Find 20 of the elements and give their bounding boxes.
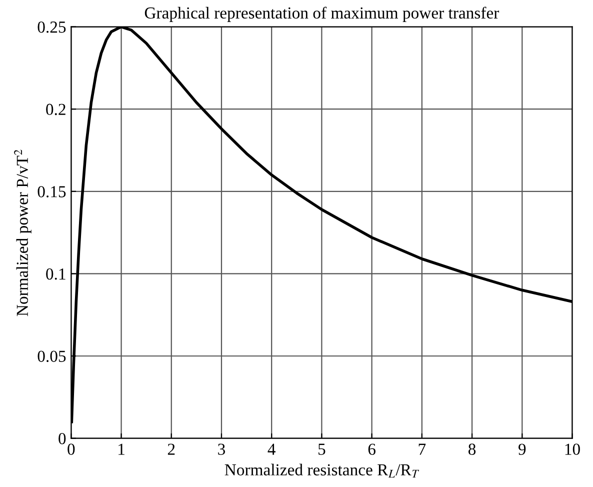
y-axis-title: Normalized power P/vT$^{2}$ (14, 150, 32, 316)
y-tick-label: 0.1 (46, 268, 66, 280)
x-tick-label: 2 (168, 444, 175, 455)
chart-title: Graphical representation of maximum power transfer (144, 6, 500, 22)
x-tick-label: 0 (68, 444, 75, 455)
x-tick-label: 8 (468, 444, 476, 455)
x-tick-label: 6 (368, 444, 376, 455)
x-tick-label: 5 (318, 444, 326, 455)
y-tick-label: 0.25 (38, 21, 66, 33)
x-tick-label: 1 (118, 444, 124, 455)
x-tick-label: 4 (268, 444, 276, 455)
y-tick-label: 0 (58, 433, 66, 444)
y-tick-label: 0.05 (38, 350, 66, 362)
x-tick-label: 3 (218, 444, 225, 455)
y-tick-label: 0.15 (38, 186, 66, 198)
x-axis-title: Normalized resistance R$_{L}$/R$_{T}$ (224, 464, 420, 478)
x-tick-label: 7 (418, 444, 426, 455)
x-tick-label: 10 (565, 444, 580, 455)
y-tick-label: 0.2 (46, 104, 66, 116)
x-tick-label: 9 (518, 444, 526, 455)
